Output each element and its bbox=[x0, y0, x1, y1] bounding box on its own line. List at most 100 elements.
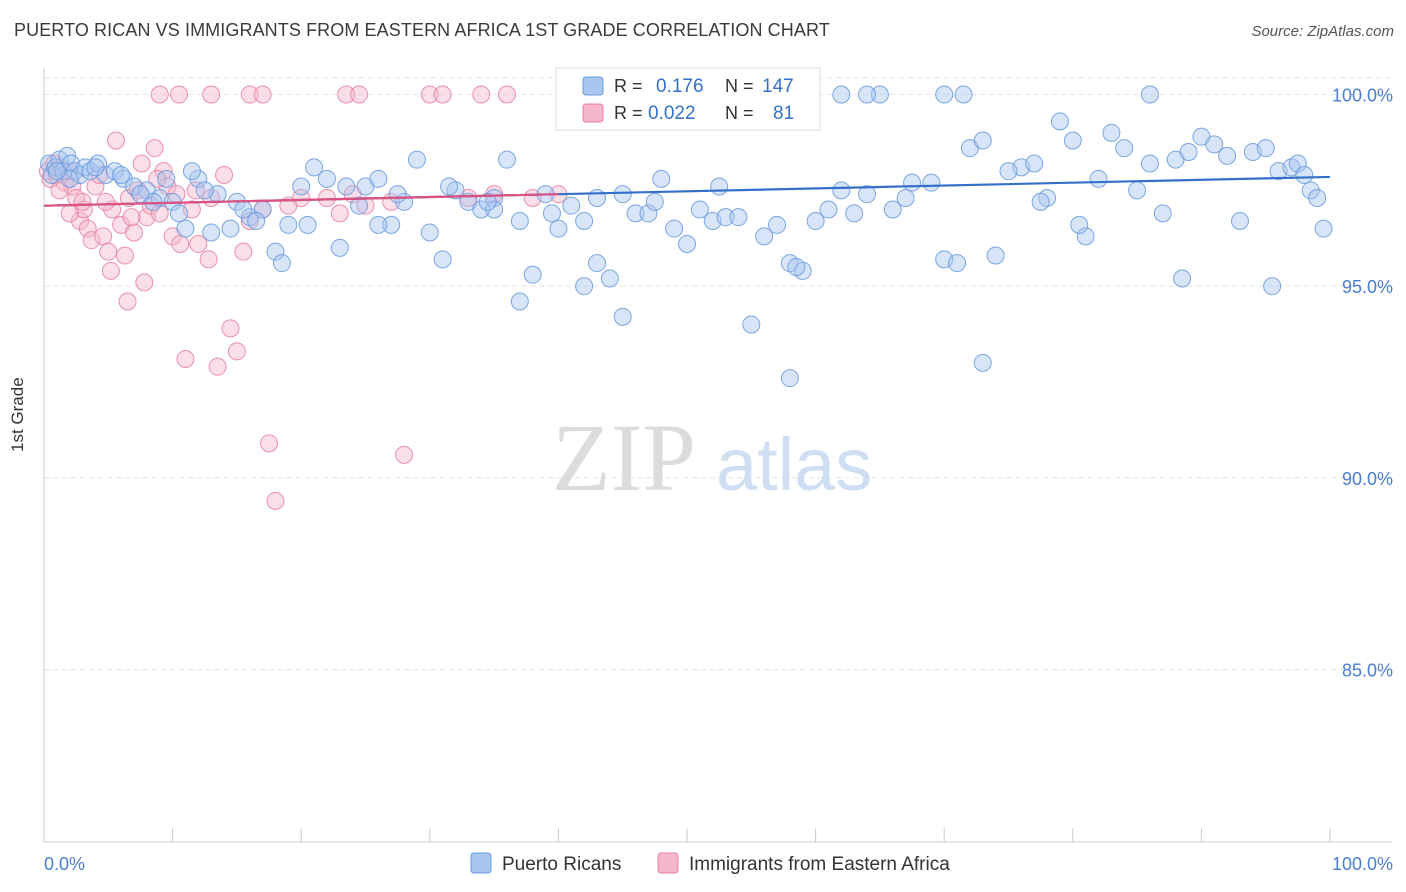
data-point-eastern-africa bbox=[497, 85, 516, 104]
series-puerto-ricans-points bbox=[40, 85, 1333, 388]
data-point-puerto-rican bbox=[298, 215, 317, 234]
data-point-puerto-rican bbox=[305, 158, 324, 177]
legend-swatch-blue bbox=[470, 852, 492, 874]
data-point-eastern-africa bbox=[234, 242, 253, 261]
data-point-puerto-rican bbox=[202, 223, 221, 242]
data-point-puerto-rican bbox=[896, 189, 915, 207]
data-point-eastern-africa bbox=[150, 204, 169, 223]
data-point-puerto-rican bbox=[613, 307, 632, 326]
data-point-eastern-africa bbox=[171, 235, 190, 253]
data-point-puerto-rican bbox=[716, 208, 735, 227]
data-point-puerto-rican bbox=[478, 192, 497, 211]
data-point-puerto-rican bbox=[1295, 166, 1314, 184]
data-point-puerto-rican bbox=[1140, 154, 1159, 173]
data-point-puerto-rican bbox=[388, 185, 407, 204]
data-point-puerto-rican bbox=[1205, 135, 1224, 154]
data-point-puerto-rican bbox=[440, 177, 459, 196]
data-point-eastern-africa bbox=[176, 350, 195, 368]
data-point-puerto-rican bbox=[523, 265, 542, 284]
data-point-eastern-africa bbox=[189, 235, 208, 253]
data-point-eastern-africa bbox=[107, 131, 126, 150]
data-point-puerto-rican bbox=[870, 85, 889, 104]
data-point-puerto-rican bbox=[1076, 227, 1095, 246]
data-point-puerto-rican bbox=[755, 227, 774, 246]
data-point-puerto-rican bbox=[832, 85, 851, 104]
data-point-puerto-rican bbox=[999, 162, 1018, 181]
data-point-puerto-rican bbox=[1308, 189, 1327, 207]
watermark: ZIP atlas bbox=[552, 404, 872, 511]
data-point-eastern-africa bbox=[202, 85, 221, 104]
data-point-puerto-rican bbox=[131, 185, 150, 204]
data-point-eastern-africa bbox=[221, 319, 240, 338]
data-point-eastern-africa bbox=[82, 231, 101, 250]
data-point-puerto-rican bbox=[819, 200, 838, 219]
data-point-puerto-rican bbox=[678, 235, 696, 253]
legend-swatch-pink bbox=[582, 103, 604, 123]
data-point-eastern-africa bbox=[330, 204, 349, 223]
legend-swatch-blue bbox=[582, 76, 604, 96]
data-point-eastern-africa bbox=[116, 246, 135, 265]
data-point-eastern-africa bbox=[420, 85, 439, 104]
data-point-puerto-rican bbox=[639, 204, 658, 223]
data-point-puerto-rican bbox=[1025, 154, 1044, 173]
data-point-eastern-africa bbox=[186, 181, 205, 200]
data-point-eastern-africa bbox=[73, 192, 92, 211]
data-point-puerto-rican bbox=[1089, 169, 1108, 188]
data-point-eastern-africa bbox=[266, 491, 285, 510]
data-point-eastern-africa bbox=[101, 261, 120, 280]
y-tick-labels: 100.0% 95.0% 90.0% 85.0% bbox=[1332, 86, 1393, 681]
data-point-puerto-rican bbox=[86, 158, 105, 177]
data-point-puerto-rican bbox=[382, 215, 401, 234]
data-point-puerto-rican bbox=[1031, 192, 1050, 211]
data-point-puerto-rican bbox=[729, 208, 748, 227]
data-point-puerto-rican bbox=[575, 212, 594, 230]
data-point-puerto-rican bbox=[832, 181, 851, 200]
trend-line-eastern-africa bbox=[43, 193, 559, 207]
data-point-puerto-rican bbox=[587, 254, 606, 273]
data-point-puerto-rican bbox=[806, 212, 825, 230]
data-point-eastern-africa bbox=[118, 292, 137, 311]
data-point-puerto-rican bbox=[858, 85, 877, 104]
data-point-puerto-rican bbox=[1218, 146, 1237, 165]
data-point-puerto-rican bbox=[903, 173, 922, 192]
data-point-puerto-rican bbox=[1263, 277, 1282, 296]
legend-series-eastern-africa: Immigrants from Eastern Africa bbox=[689, 854, 950, 875]
data-point-puerto-rican bbox=[780, 369, 799, 388]
data-point-eastern-africa bbox=[119, 189, 138, 207]
data-point-puerto-rican bbox=[645, 192, 664, 211]
data-point-puerto-rican bbox=[768, 215, 787, 234]
data-point-puerto-rican bbox=[157, 169, 176, 188]
data-point-puerto-rican bbox=[112, 166, 131, 184]
x-tick-labels: 0.0% 100.0% bbox=[44, 854, 1393, 874]
legend-n-value: 147 bbox=[762, 76, 794, 97]
data-point-puerto-rican bbox=[1179, 143, 1198, 161]
data-point-eastern-africa bbox=[122, 208, 141, 227]
trend-lines bbox=[43, 175, 1331, 207]
data-point-eastern-africa bbox=[395, 445, 414, 464]
data-point-eastern-africa bbox=[253, 85, 272, 104]
data-point-puerto-rican bbox=[317, 169, 336, 188]
data-point-puerto-rican bbox=[787, 258, 806, 276]
data-point-puerto-rican bbox=[1102, 123, 1121, 142]
data-point-eastern-africa bbox=[132, 154, 151, 173]
data-point-puerto-rican bbox=[510, 292, 529, 311]
axes bbox=[43, 68, 1392, 843]
data-point-puerto-rican bbox=[433, 250, 452, 269]
data-point-eastern-africa bbox=[240, 212, 259, 230]
data-point-puerto-rican bbox=[1153, 204, 1172, 223]
data-point-eastern-africa bbox=[135, 273, 154, 292]
data-point-eastern-africa bbox=[99, 242, 118, 261]
data-point-puerto-rican bbox=[1128, 181, 1147, 200]
data-point-eastern-africa bbox=[78, 219, 97, 238]
data-point-eastern-africa bbox=[317, 189, 336, 207]
data-point-puerto-rican bbox=[549, 219, 568, 238]
data-point-puerto-rican bbox=[176, 219, 195, 238]
series-legend: Puerto Ricans Immigrants from Eastern Af… bbox=[470, 852, 950, 875]
legend-r-value: 0.022 bbox=[648, 103, 696, 124]
data-point-puerto-rican bbox=[472, 200, 491, 219]
data-point-puerto-rican bbox=[1301, 181, 1320, 200]
data-point-eastern-africa bbox=[215, 166, 234, 184]
legend-n-label: N = bbox=[725, 76, 754, 96]
data-point-puerto-rican bbox=[973, 353, 992, 372]
data-point-puerto-rican bbox=[47, 162, 66, 181]
